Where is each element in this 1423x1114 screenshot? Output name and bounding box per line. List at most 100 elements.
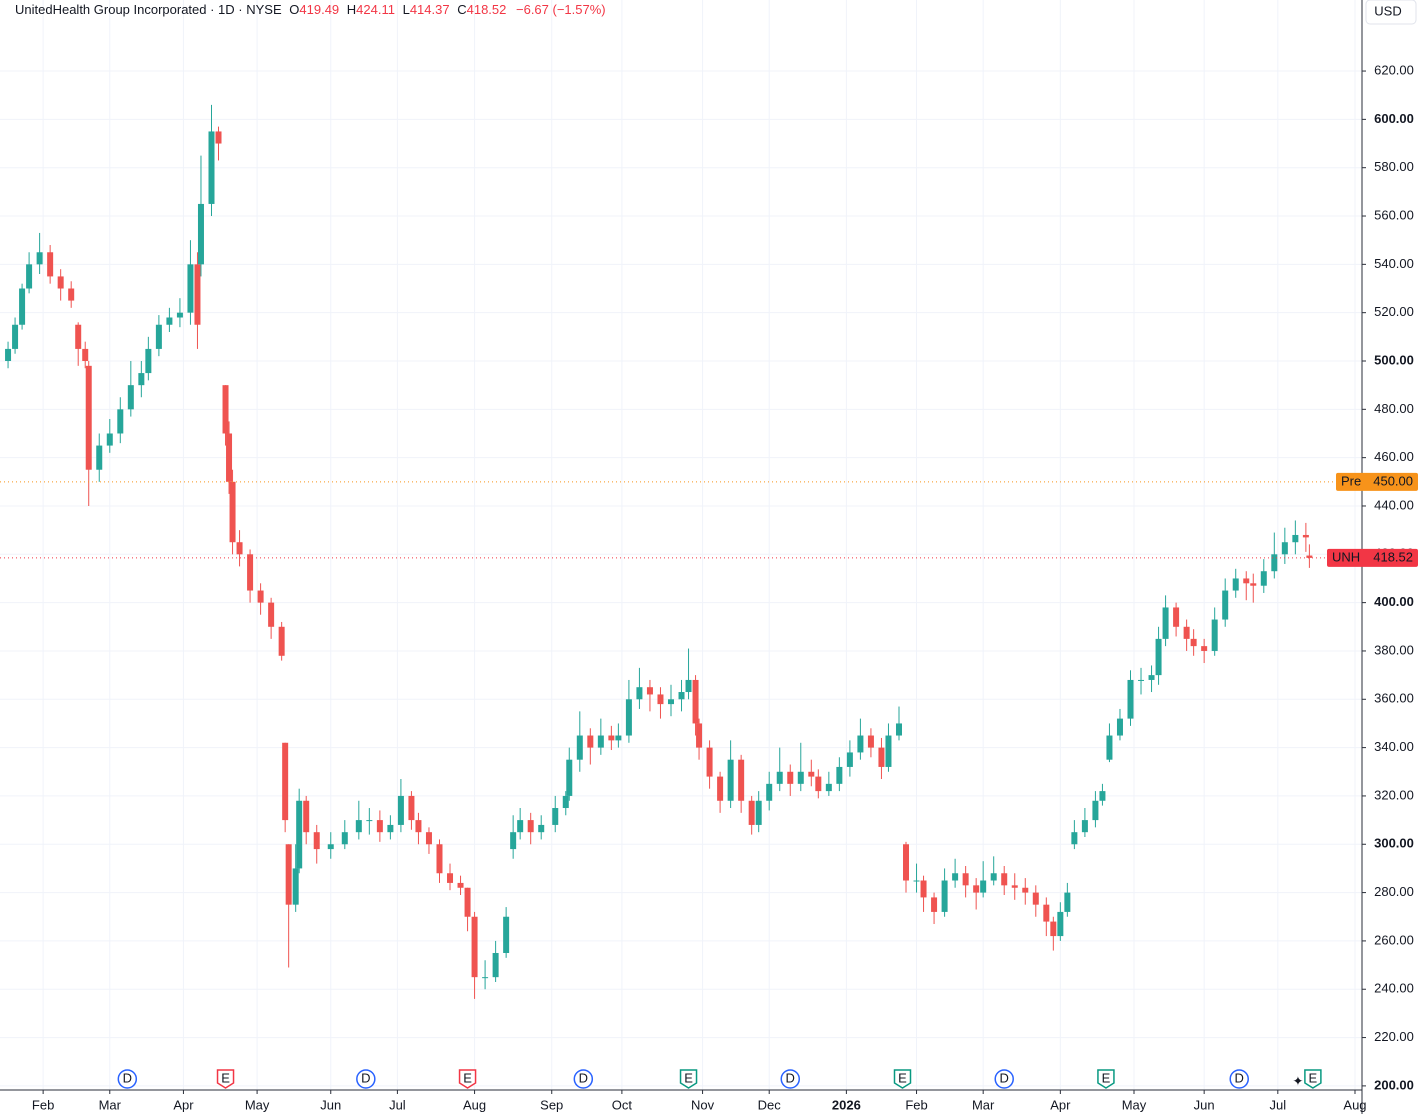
- event-marker[interactable]: [356, 1069, 376, 1089]
- candle-body: [587, 735, 594, 748]
- candle-body: [696, 723, 703, 748]
- candle-body: [187, 264, 194, 313]
- candle-body: [236, 542, 243, 555]
- event-marker[interactable]: [1229, 1069, 1249, 1089]
- event-marker[interactable]: [117, 1069, 138, 1089]
- o-label: O: [289, 2, 299, 17]
- y-tick-label: 540.00: [1374, 256, 1414, 271]
- candle-body: [166, 317, 173, 325]
- candle-body: [625, 699, 632, 736]
- candle-body: [1148, 675, 1155, 680]
- candle-body: [155, 324, 162, 349]
- candle-body: [1155, 638, 1162, 676]
- candle-body: [5, 348, 12, 361]
- candle-body: [208, 131, 215, 204]
- event-marker: [1097, 1069, 1115, 1089]
- candle-body: [247, 554, 254, 591]
- y-tick-label: 560.00: [1374, 207, 1414, 222]
- candle-body: [457, 882, 464, 888]
- currency-button[interactable]: [1365, 0, 1417, 25]
- candle-body: [1071, 832, 1078, 845]
- y-tick-label: 480.00: [1374, 401, 1414, 416]
- x-tick-label: Nov: [691, 1097, 715, 1112]
- event-label: D: [1235, 1070, 1244, 1085]
- candle-body: [415, 820, 422, 833]
- y-tick-label: 280.00: [1374, 884, 1414, 899]
- price-tag-value: 418.52: [1373, 549, 1413, 564]
- candle-body: [1022, 887, 1029, 893]
- event-label: D: [1000, 1070, 1009, 1085]
- candle-body: [1281, 542, 1288, 555]
- candle-body: [903, 844, 910, 881]
- candle-body: [776, 771, 783, 784]
- y-tick-label: 460.00: [1374, 449, 1414, 464]
- candle-body: [47, 252, 54, 277]
- candle-body: [836, 766, 843, 784]
- candle-body: [82, 348, 89, 361]
- event-label: E: [1102, 1070, 1111, 1085]
- candle-body: [75, 324, 82, 349]
- event-marker[interactable]: [573, 1069, 594, 1089]
- plot: [0, 104, 1362, 999]
- currency[interactable]: USD: [1374, 3, 1401, 18]
- x-tick-label: Feb: [905, 1097, 927, 1112]
- candle-body: [1243, 578, 1250, 584]
- candle-body: [706, 747, 713, 777]
- y-tick-label: 620.00: [1374, 62, 1414, 77]
- y-tick-label: 300.00: [1374, 836, 1414, 851]
- x-tick-label: Sep: [540, 1097, 563, 1112]
- x-tick-label: 2026: [832, 1097, 861, 1112]
- candle-body: [1302, 534, 1309, 538]
- candle-body: [1260, 571, 1267, 586]
- candle-body: [1271, 554, 1278, 572]
- candle-body: [657, 694, 664, 705]
- price-tag: [1327, 548, 1418, 567]
- x-tick-label: May: [1122, 1097, 1147, 1112]
- candle-body: [12, 324, 19, 349]
- candle-body: [895, 723, 902, 736]
- candle-body: [766, 783, 773, 801]
- candle-body: [738, 759, 745, 801]
- event-marker[interactable]: [780, 1069, 801, 1089]
- candle-body: [436, 844, 443, 874]
- x-tick-label: Jul: [1270, 1097, 1287, 1112]
- y-tick-label: 380.00: [1374, 642, 1414, 657]
- price-tag-value: 450.00: [1373, 473, 1413, 488]
- symbol-title: UnitedHealth Group Incorporated · 1D · N…: [15, 2, 282, 17]
- candle-body: [106, 433, 113, 446]
- event-marker[interactable]: [994, 1069, 1014, 1089]
- candle-body: [1081, 820, 1088, 833]
- candle-body: [268, 602, 275, 627]
- x-tick-label: Apr: [1050, 1097, 1071, 1112]
- event-marker: [216, 1069, 235, 1089]
- candle-body: [215, 131, 222, 144]
- x-tick-label: Jun: [320, 1097, 341, 1112]
- candle-body: [1001, 873, 1008, 886]
- candle-body: [376, 820, 383, 833]
- candle-body: [685, 679, 692, 693]
- candle-body: [597, 735, 604, 748]
- x-tick-label: Apr: [173, 1097, 194, 1112]
- candle-body: [1138, 679, 1145, 681]
- x-tick-label: Mar: [972, 1097, 995, 1112]
- event-marker: [458, 1069, 477, 1089]
- candle-body: [552, 808, 559, 825]
- candle-body: [952, 873, 959, 881]
- candle-body: [1032, 892, 1039, 905]
- candle-body: [464, 887, 471, 917]
- event-label: E: [1309, 1070, 1318, 1085]
- candle-body: [857, 735, 864, 753]
- candle-body: [1057, 911, 1064, 937]
- candle-body: [117, 409, 124, 434]
- candle-body: [717, 776, 724, 801]
- candle-body: [646, 687, 653, 695]
- candle-body: [1190, 638, 1197, 647]
- candle-body: [57, 276, 64, 289]
- candle-body: [296, 800, 303, 869]
- candle-body: [1116, 718, 1123, 736]
- candle-body: [920, 880, 927, 898]
- candle-body: [425, 832, 432, 845]
- x-tick-label: Aug: [463, 1097, 486, 1112]
- y-tick-label: 200.00: [1374, 1077, 1414, 1092]
